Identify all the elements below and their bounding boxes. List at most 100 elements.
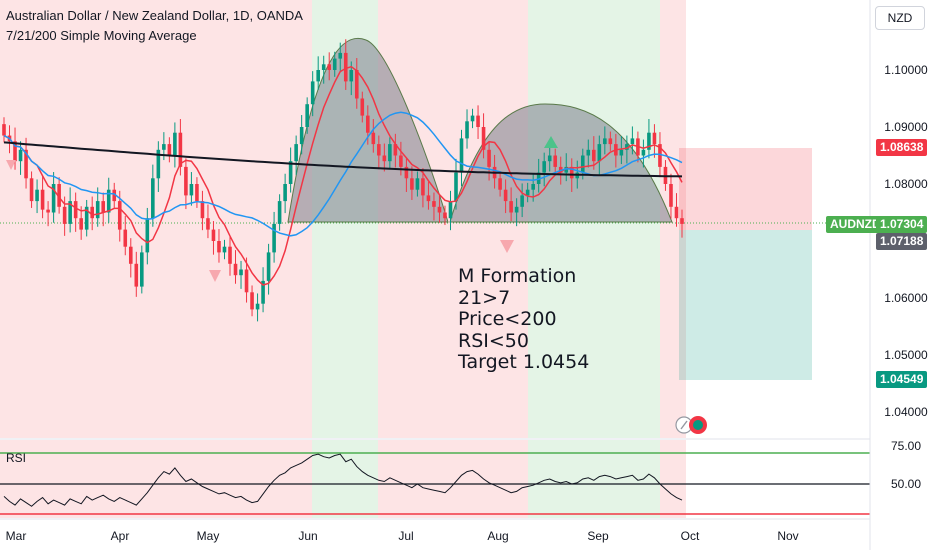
candle-body <box>140 252 144 287</box>
candle-body <box>162 144 166 150</box>
candle-body <box>514 206 519 213</box>
candle-body <box>57 184 61 207</box>
candle-body <box>178 132 183 167</box>
candle-body <box>189 184 194 196</box>
candle-body <box>255 303 260 310</box>
candle-body <box>101 201 106 213</box>
candle-body <box>509 201 513 213</box>
candle-body <box>239 269 243 276</box>
x-tick-label: Mar <box>6 529 27 543</box>
y-tick-label: 1.04000 <box>884 405 928 419</box>
moving-averages <box>3 65 683 286</box>
candle-body <box>184 166 188 196</box>
candle-body <box>487 149 491 167</box>
candle-body <box>459 138 464 173</box>
candle-body <box>24 149 28 179</box>
sell-marker <box>209 270 221 282</box>
buy-marker <box>544 136 558 148</box>
rsi-band <box>312 440 378 518</box>
candle-body <box>454 172 458 202</box>
candles <box>2 39 684 322</box>
candle-body <box>84 206 89 230</box>
symbol-badge[interactable]: AUDNZD <box>826 216 885 233</box>
rsi-panel <box>0 438 870 515</box>
candle-body <box>597 144 602 162</box>
candle-body <box>343 52 348 82</box>
candle-body <box>437 206 442 213</box>
candle-body <box>564 166 569 173</box>
annotation-line: M Formation <box>458 265 577 287</box>
candle-body <box>669 184 673 207</box>
target-zone[interactable] <box>679 230 812 380</box>
stop-zone[interactable] <box>679 148 812 230</box>
candle-body <box>13 141 17 162</box>
candle-body <box>641 149 646 156</box>
candle-body <box>388 144 392 162</box>
candle-body <box>470 115 475 122</box>
x-tick-label: Jul <box>398 529 413 543</box>
candle-body <box>421 178 425 196</box>
currency-button[interactable]: NZD <box>875 6 925 30</box>
candle-body <box>40 189 45 210</box>
candle-body <box>321 64 326 70</box>
candle-body <box>674 206 679 219</box>
candle-body <box>415 178 420 190</box>
candle-body <box>73 201 78 219</box>
prev-close-badge: 1.07188 <box>876 233 928 250</box>
candle-body <box>283 184 287 202</box>
x-tick-label: Apr <box>111 529 130 543</box>
indicator-legend[interactable]: 7/21/200 Simple Moving Average <box>6 28 197 43</box>
annotation-line: 21>7 <box>458 286 511 309</box>
candle-body <box>272 223 276 253</box>
candle-body <box>404 166 409 179</box>
x-tick-label: Jun <box>298 529 317 543</box>
candle-body <box>658 144 662 167</box>
candle-body <box>206 218 210 230</box>
stop-price-badge: 1.08638 <box>876 139 928 156</box>
candle-body <box>525 189 530 196</box>
candle-body <box>316 70 320 82</box>
candle-body <box>465 121 469 139</box>
candle-body <box>569 166 574 179</box>
candle-body <box>228 246 232 264</box>
candle-body <box>498 178 502 190</box>
candle-body <box>393 144 398 156</box>
candle-body <box>117 201 122 230</box>
candle-body <box>531 184 535 190</box>
candle-body <box>432 201 436 207</box>
candle-body <box>399 155 403 167</box>
candle-body <box>354 70 359 99</box>
candle-body <box>443 212 447 219</box>
sma-7-line <box>3 65 683 286</box>
trade-annotation: M Formation 21>7 Price<200 RSI<50 Target… <box>458 265 589 374</box>
candle-body <box>680 218 684 224</box>
sell-marker <box>6 160 16 170</box>
candle-body <box>29 178 34 202</box>
candle-body <box>630 138 635 145</box>
sma-21-line <box>3 111 683 237</box>
candle-body <box>536 172 541 184</box>
event-icons[interactable] <box>674 414 710 436</box>
candle-body <box>35 189 39 202</box>
candle-body <box>46 209 50 213</box>
sell-marker <box>500 240 514 253</box>
candle-body <box>305 104 309 127</box>
candle-body <box>647 132 651 150</box>
candle-body <box>51 184 56 213</box>
y-axis-labels: 1.10000 1.09000 1.08000 1.06000 1.05000 1.040… <box>884 63 928 419</box>
x-tick-label: Oct <box>681 529 700 543</box>
candle-body <box>608 138 613 145</box>
rsi-band <box>378 440 528 518</box>
candle-body <box>586 149 591 156</box>
candle-body <box>410 178 414 190</box>
candle-body <box>299 127 304 145</box>
candle-body <box>327 64 332 70</box>
position-zones <box>679 148 812 380</box>
candle-body <box>542 161 546 173</box>
candle-body <box>277 201 282 224</box>
candle-body <box>250 292 254 310</box>
candle-body <box>217 241 221 253</box>
rsi-legend[interactable]: RSI <box>6 451 27 465</box>
candle-body <box>481 127 486 150</box>
